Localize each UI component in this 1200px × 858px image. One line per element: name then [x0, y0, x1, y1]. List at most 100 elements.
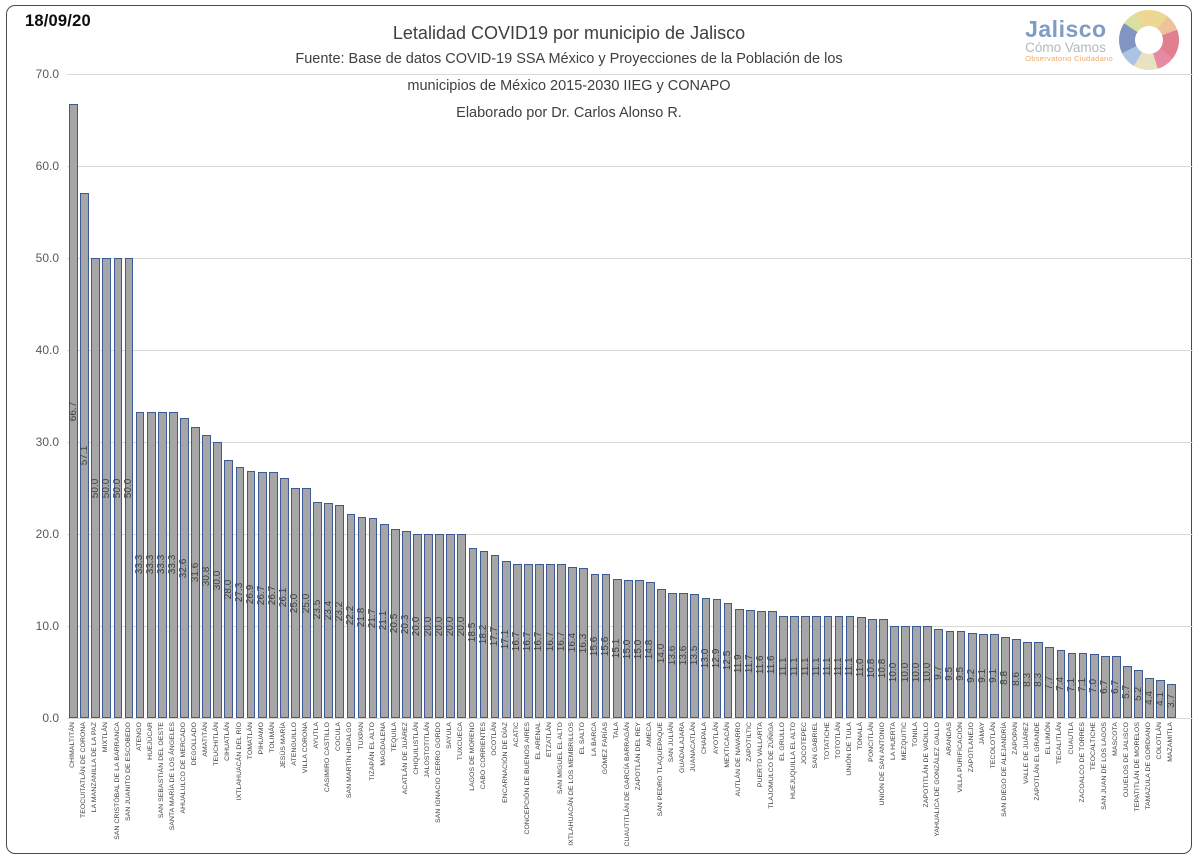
bar-value-label: 20.0: [411, 616, 423, 636]
municipality-label: OCOTLÁN: [490, 722, 498, 756]
x-label-column: EL ARENAL: [534, 722, 545, 858]
bar-column: 18.2: [478, 74, 489, 718]
municipality-label: TEUCHITLÁN: [213, 722, 221, 766]
bar: 28.0: [223, 460, 234, 718]
bar-value-label: 9.7: [932, 666, 944, 681]
municipality-label: AYOTLÁN: [712, 722, 720, 754]
gridline: [67, 166, 1193, 167]
bar-value-label: 15.1: [611, 638, 623, 659]
bar: 17.7: [489, 555, 500, 718]
bar-column: 14.8: [644, 74, 656, 718]
bar-value-label: 50.0: [111, 478, 123, 498]
bar: 12.5: [722, 603, 733, 718]
x-label-column: TEOCUITATLÁN DE CORONA: [79, 722, 90, 858]
bar: 16.7: [522, 564, 533, 718]
x-label-column: TEUCHITLÁN: [212, 722, 223, 858]
municipality-label: SAN GABRIEL: [812, 722, 820, 769]
bar: 3.7: [1165, 683, 1177, 718]
bar-column: 16.4: [567, 74, 578, 718]
x-label-column: UNIÓN DE TULA: [845, 722, 856, 858]
bar: 11.9: [733, 608, 744, 718]
municipality-label: ACATIC: [512, 722, 520, 748]
bar: 26.7: [256, 472, 267, 718]
bar: 13.5: [688, 593, 700, 718]
bar-value-label: 11.1: [833, 657, 845, 677]
bar-column: 9.7: [933, 74, 944, 718]
municipality-label: EL SALTO: [579, 722, 587, 755]
bar: 15.1: [611, 579, 623, 718]
bar: 50.0: [111, 258, 123, 718]
gridline: [67, 350, 1193, 351]
municipality-label: LAGOS DE MORENO: [468, 722, 476, 791]
x-label-column: PIHUAMO: [257, 722, 268, 858]
municipality-label: CASIMIRO CASTILLO: [324, 722, 332, 793]
bar: 9.7: [932, 628, 944, 718]
bar: 16.4: [567, 567, 578, 718]
municipality-label: TEOCUITATLÁN DE CORONA: [80, 722, 88, 818]
bar-value-label: 15.0: [633, 639, 645, 659]
x-label-column: TALA: [612, 722, 623, 858]
bar-column: 23.2: [334, 74, 345, 718]
x-label-column: VALLE DE JUÁREZ: [1022, 722, 1033, 858]
x-label-column: TECALITLÁN: [1055, 722, 1066, 858]
municipality-label: EL GRULLO: [779, 722, 787, 761]
bar: 4.1: [1154, 680, 1166, 718]
municipality-label: SAN IGNACIO CERRO GORDO: [435, 722, 443, 823]
x-label-column: ZAPOTLÁN DEL REY: [634, 722, 645, 858]
bar-column: 10.0: [888, 74, 900, 718]
municipality-label: ZAPOTLANEJO: [967, 722, 975, 773]
bar-value-label: 13.5: [688, 646, 700, 666]
x-label-column: JUANACATLÁN: [689, 722, 700, 858]
bar-column: 28.0: [223, 74, 234, 718]
municipality-label: UNIÓN DE TULA: [845, 722, 853, 776]
x-label-column: TONILA: [911, 722, 922, 858]
bar-value-label: 31.6: [189, 562, 201, 583]
bar-column: 8.3: [1033, 74, 1044, 718]
bar: 7.4: [1055, 649, 1066, 718]
bar-column: 15.0: [622, 74, 634, 718]
bar: 31.6: [189, 427, 201, 718]
bar-value-label: 3.7: [1165, 694, 1177, 708]
municipality-label: TAMAZULA DE GORDIANO: [1145, 722, 1153, 810]
municipality-label: EL LIMÓN: [1045, 722, 1053, 755]
bar: 6.7: [1110, 656, 1121, 718]
bar-value-label: 10.0: [910, 662, 922, 682]
municipality-label: TECALITLÁN: [1056, 722, 1064, 765]
x-label-column: CIHUATLÁN: [223, 722, 234, 858]
bar-column: 13.6: [667, 74, 678, 718]
x-label-column: HUEJUQUILLA EL ALTO: [789, 722, 800, 858]
x-label-column: SAN GABRIEL: [811, 722, 822, 858]
municipality-label: LA HUERTA: [890, 722, 898, 761]
y-axis-tick-label: 20.0: [35, 527, 59, 541]
bar-column: 15.6: [589, 74, 600, 718]
chart-frame: 18/09/20 Letalidad COVID19 por municipio…: [6, 5, 1193, 854]
bar: 20.0: [445, 534, 456, 718]
x-label-column: ATENGO: [135, 722, 146, 858]
bar: 57.1: [79, 192, 90, 718]
municipality-label: AUTLÁN DE NAVARRO: [734, 722, 742, 797]
bar-value-label: 23.2: [333, 601, 345, 622]
bar-column: 10.8: [866, 74, 878, 718]
municipality-label: PONCITLÁN: [867, 722, 875, 762]
bar-value-label: 50.0: [89, 478, 101, 498]
x-label-column: TOTATICHE: [822, 722, 833, 858]
municipality-label: SAN DIEGO DE ALEJANDRÍA: [1001, 722, 1009, 817]
x-label-column: CHIMALTITÁN: [68, 722, 79, 858]
municipality-label: COLOTLÁN: [1156, 722, 1164, 760]
bar-value-label: 4.1: [1154, 692, 1166, 707]
bar: 11.1: [778, 615, 789, 718]
bar-value-label: 20.0: [455, 616, 467, 636]
bar-value-label: 20.3: [400, 614, 412, 635]
bar-value-label: 7.7: [1043, 675, 1055, 690]
municipality-label: LA BARCA: [590, 722, 598, 757]
bar-column: 11.1: [778, 74, 789, 718]
x-label-column: SAN CRISTÓBAL DE LA BARRANCA: [112, 722, 123, 858]
bar-value-label: 15.0: [622, 639, 634, 659]
bar-value-label: 7.1: [1077, 678, 1089, 693]
bar: 20.0: [411, 534, 423, 718]
bar-column: 3.7: [1166, 74, 1177, 718]
x-label-column: SAN JULIÁN: [667, 722, 678, 858]
bar: 7.0: [1088, 653, 1099, 718]
bar-value-label: 13.0: [699, 648, 711, 668]
bar: 20.3: [400, 531, 412, 718]
